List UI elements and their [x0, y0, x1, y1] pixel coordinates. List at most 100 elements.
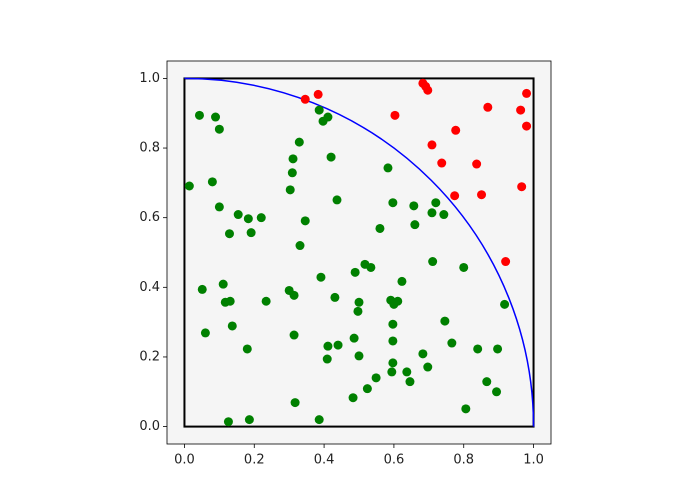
point [418, 349, 428, 359]
point [227, 321, 237, 331]
point [522, 88, 532, 98]
point [362, 384, 372, 394]
point [451, 125, 461, 135]
point [459, 262, 469, 272]
point [393, 296, 403, 306]
point [349, 333, 359, 343]
point [316, 272, 326, 282]
point [242, 344, 252, 354]
point [483, 102, 493, 112]
y-tick-label: 1.0 [139, 71, 160, 86]
point [387, 367, 397, 377]
point [294, 137, 304, 147]
point [431, 198, 441, 208]
point [314, 105, 324, 115]
point [323, 341, 333, 351]
point [388, 358, 398, 368]
point [482, 377, 492, 387]
point [375, 223, 385, 233]
plot-area [167, 61, 551, 444]
point [225, 296, 235, 306]
point [233, 210, 243, 220]
point [517, 182, 527, 192]
point [390, 110, 400, 120]
point [353, 306, 363, 316]
point [194, 110, 204, 120]
point [200, 328, 210, 338]
x-tick-label: 0.6 [384, 453, 405, 468]
point [300, 94, 310, 104]
point [472, 159, 482, 169]
point [300, 216, 310, 226]
x-tick-label: 1.0 [523, 453, 544, 468]
point [289, 330, 299, 340]
point [197, 284, 207, 294]
point [397, 276, 407, 286]
point [330, 292, 340, 302]
point [461, 404, 471, 414]
point [383, 163, 393, 173]
point [492, 387, 502, 397]
point [333, 340, 343, 350]
point [428, 257, 438, 267]
x-tick-label: 0.2 [244, 453, 265, 468]
y-tick-label: 0.2 [139, 349, 160, 364]
point [477, 190, 487, 200]
point [332, 195, 342, 205]
y-tick-label: 0.8 [139, 141, 160, 156]
point [371, 373, 381, 383]
point [493, 344, 503, 354]
point [501, 257, 511, 267]
axes-frame [166, 60, 552, 445]
point [409, 201, 419, 211]
point [244, 415, 254, 425]
y-tick-label: 0.0 [139, 419, 160, 434]
point [439, 210, 449, 220]
quarter-circle [184, 77, 535, 427]
point [440, 316, 450, 326]
y-tick-label: 0.6 [139, 210, 160, 225]
point [288, 154, 298, 164]
point [261, 296, 271, 306]
point [289, 290, 299, 300]
point [437, 158, 447, 168]
point [427, 140, 437, 150]
point [322, 354, 332, 364]
point [287, 168, 297, 178]
x-tick-label: 0.4 [314, 453, 335, 468]
point [500, 299, 510, 309]
point [423, 85, 433, 95]
point [427, 208, 437, 218]
point [388, 319, 398, 329]
y-tick-label: 0.4 [139, 280, 160, 295]
square [183, 77, 535, 428]
point [314, 415, 324, 425]
point [184, 181, 194, 191]
point [214, 202, 224, 212]
point [290, 398, 300, 408]
point [223, 417, 233, 427]
x-tick-label: 0.0 [174, 453, 195, 468]
x-tick-label: 0.8 [453, 453, 474, 468]
point [295, 241, 305, 251]
point [323, 112, 333, 122]
point [388, 336, 398, 346]
point [388, 198, 398, 208]
point [402, 367, 412, 377]
point [405, 377, 415, 387]
point [423, 362, 433, 372]
point [218, 279, 228, 289]
point [350, 267, 360, 277]
point [211, 112, 221, 122]
point [243, 214, 253, 224]
point [516, 105, 526, 115]
point [410, 220, 420, 230]
point [313, 89, 323, 99]
point [246, 228, 256, 238]
point [256, 213, 266, 223]
point [214, 124, 224, 134]
point [366, 262, 376, 272]
point [450, 191, 460, 201]
point [354, 297, 364, 307]
